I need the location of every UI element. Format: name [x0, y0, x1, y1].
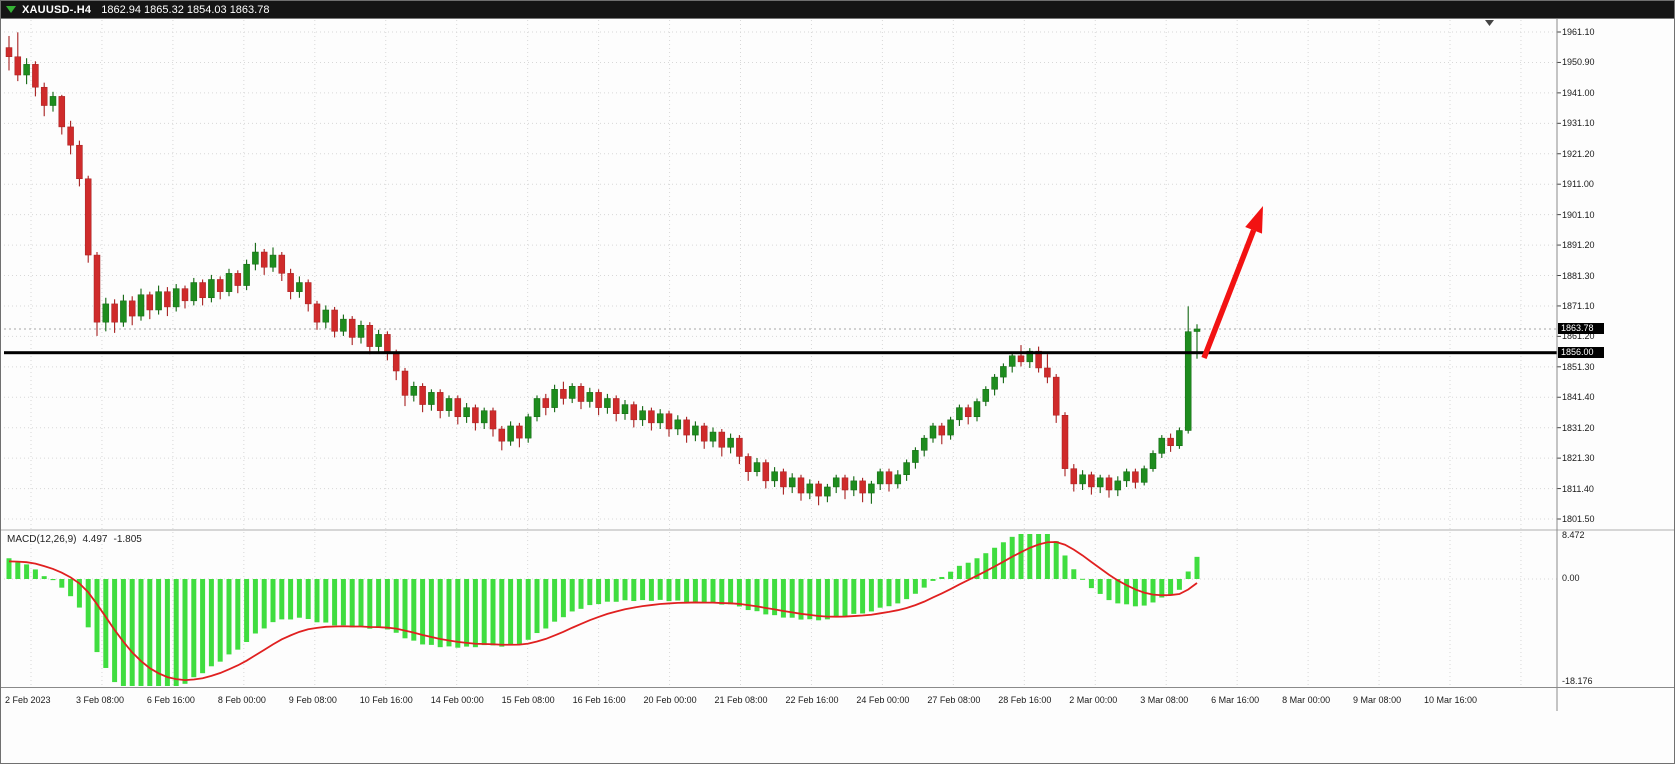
symbol-dropdown-icon[interactable]	[6, 6, 16, 13]
current-price-tag: 1863.78	[1558, 323, 1604, 335]
time-axis-label: 8 Feb 00:00	[217, 695, 266, 705]
time-axis-label: 8 Mar 00:00	[1282, 695, 1331, 705]
time-axis-label: 6 Mar 16:00	[1211, 695, 1260, 705]
time-axis-label: 24 Feb 00:00	[856, 695, 910, 705]
macd-indicator-label: MACD(12,26,9) 4.497 -1.805	[7, 534, 142, 545]
macd-tick-label: 0.00	[1562, 573, 1580, 583]
time-axis-label: 3 Mar 08:00	[1140, 695, 1189, 705]
price-tick-label: 1961.10	[1562, 27, 1595, 37]
time-axis-label: 3 Feb 08:00	[75, 695, 124, 705]
price-tick-label: 1881.30	[1562, 270, 1595, 281]
time-axis-label: 10 Feb 16:00	[359, 695, 413, 705]
macd-signal-value: -1.805	[113, 534, 142, 545]
price-tick-label: 1891.20	[1562, 240, 1595, 251]
price-tick-label: 1861.20	[1562, 331, 1595, 342]
macd-name: MACD(12,26,9)	[7, 534, 77, 545]
symbol-timeframe-label: XAUUSD-.H4	[22, 3, 92, 16]
price-tick-label: 1821.30	[1562, 453, 1595, 464]
time-axis-label: 27 Feb 08:00	[927, 695, 981, 705]
price-tick-label: 1921.20	[1562, 148, 1595, 159]
time-axis-label: 6 Feb 16:00	[146, 695, 195, 705]
time-axis-label: 2 Mar 00:00	[1069, 695, 1118, 705]
price-tick-label: 1941.00	[1562, 87, 1595, 98]
price-tick-label: 1931.10	[1562, 118, 1595, 129]
macd-main-value: 4.497	[82, 534, 108, 545]
time-axis-label: 2 Feb 2023	[5, 695, 51, 705]
time-axis-label: 20 Feb 00:00	[643, 695, 697, 705]
price-tick-label: 1851.30	[1562, 361, 1595, 372]
price-tick-label: 1950.90	[1562, 57, 1595, 68]
ohlc-readout: 1862.94 1865.32 1854.03 1863.78	[101, 3, 270, 16]
time-axis-label: 10 Mar 16:00	[1424, 695, 1478, 705]
time-axis-label: 9 Mar 08:00	[1353, 695, 1402, 705]
hline-price-tag: 1856.00	[1558, 347, 1604, 359]
macd-tick-label: -18.176	[1562, 676, 1593, 686]
time-axis-label: 22 Feb 16:00	[785, 695, 839, 705]
price-tick-label: 1801.50	[1562, 514, 1595, 524]
time-axis-label: 16 Feb 16:00	[572, 695, 626, 705]
time-axis-label: 21 Feb 08:00	[714, 695, 768, 705]
price-tick-label: 1871.10	[1562, 300, 1595, 311]
price-tick-label: 1811.40	[1562, 483, 1594, 494]
price-tick-label: 1911.00	[1562, 179, 1594, 190]
time-axis-label: 9 Feb 08:00	[288, 695, 337, 705]
price-tick-label: 1901.10	[1562, 209, 1595, 220]
chart-shift-marker	[1485, 20, 1494, 26]
chart-title-bar: XAUUSD-.H4 1862.94 1865.32 1854.03 1863.…	[1, 1, 1674, 19]
macd-tick-label: 8.472	[1562, 530, 1585, 540]
price-tick-label: 1841.40	[1562, 392, 1595, 403]
time-axis-label: 14 Feb 00:00	[430, 695, 484, 705]
time-axis-label: 28 Feb 16:00	[998, 695, 1052, 705]
time-axis-label: 15 Feb 08:00	[501, 695, 555, 705]
price-tick-label: 1831.20	[1562, 422, 1595, 433]
